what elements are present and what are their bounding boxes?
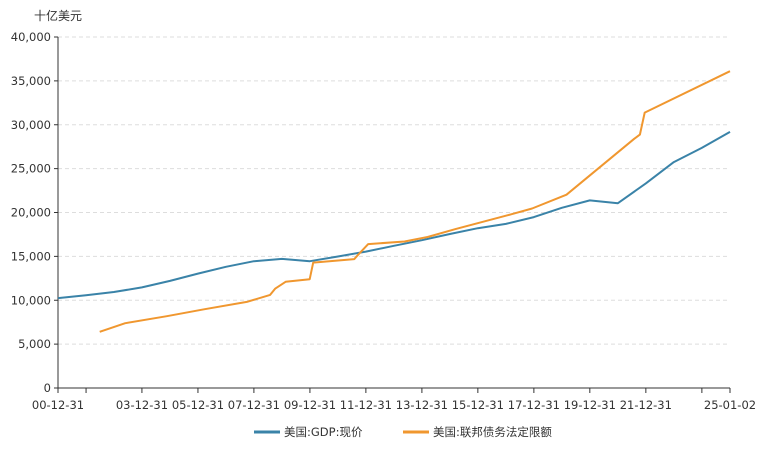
legend-label: 美国:GDP:现价 — [284, 425, 363, 439]
y-tick-label: 20,000 — [11, 206, 51, 220]
y-axis-unit-label: 十亿美元 — [34, 9, 83, 23]
x-tick-label: 11-12-31 — [340, 398, 392, 412]
y-tick-label: 30,000 — [11, 118, 51, 132]
x-tick-label: 13-12-31 — [396, 398, 448, 412]
x-tick-label: 05-12-31 — [172, 398, 224, 412]
x-tick-label: 00-12-31 — [32, 398, 84, 412]
x-tick-label: 15-12-31 — [452, 398, 504, 412]
series-line-1[interactable] — [57, 131, 731, 300]
x-tick-label: 25-01-02 — [704, 398, 756, 412]
series-line-2[interactable] — [99, 70, 731, 333]
x-tick-label: 07-12-31 — [228, 398, 280, 412]
x-tick-label: 17-12-31 — [508, 398, 560, 412]
y-tick-label: 5,000 — [18, 337, 51, 351]
y-tick-label: 15,000 — [11, 249, 51, 263]
x-tick-label: 21-12-31 — [620, 398, 672, 412]
x-tick-label: 03-12-31 — [116, 398, 168, 412]
legend-item-1[interactable]: 美国:GDP:现价 — [254, 425, 363, 439]
y-tick-label: 25,000 — [11, 162, 51, 176]
series-lines — [57, 70, 731, 333]
y-tick-label: 35,000 — [11, 74, 51, 88]
axes: 0 5,000 10,000 15,000 20,000 25,000 30,000 35,0… — [11, 30, 756, 412]
legend[interactable]: 美国:GDP:现价 美国:联邦债务法定限额 — [254, 425, 552, 439]
legend-label: 美国:联邦债务法定限额 — [433, 425, 552, 439]
x-tick-label: 19-12-31 — [564, 398, 616, 412]
y-tick-label: 10,000 — [11, 293, 51, 307]
grid-lines — [58, 36, 730, 345]
y-tick-label: 0 — [44, 381, 51, 395]
x-tick-label: 09-12-31 — [284, 398, 336, 412]
y-tick-label: 40,000 — [11, 30, 51, 44]
legend-item-2[interactable]: 美国:联邦债务法定限额 — [403, 425, 552, 439]
